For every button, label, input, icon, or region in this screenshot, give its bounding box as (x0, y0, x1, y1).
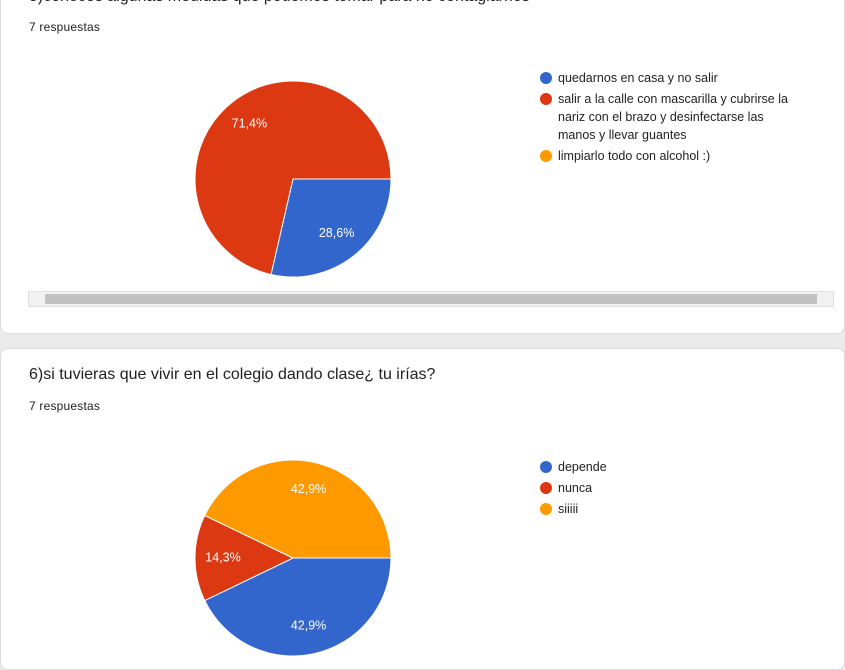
legend-swatch (540, 482, 552, 494)
legend: depende nunca siiiii (539, 458, 794, 521)
pie-slice (270, 178, 392, 278)
legend-label: nunca (558, 481, 593, 495)
slice-label: 71,4% (232, 117, 267, 131)
legend-label: limpiarlo todo con alcohol :) (558, 149, 711, 163)
question-title: 5)conoces algunas medidas que podemos to… (29, 0, 530, 6)
legend-swatch (540, 461, 552, 473)
legend-item: nunca (539, 479, 794, 497)
horizontal-scrollbar[interactable] (28, 291, 834, 307)
pie-slice (204, 459, 392, 559)
question-card: 6)si tuvieras que vivir en el colegio da… (0, 348, 845, 670)
legend-swatch (540, 150, 552, 162)
legend-swatch (540, 503, 552, 515)
legend-item: depende (539, 458, 794, 476)
response-count: 7 respuestas (29, 20, 101, 34)
slice-label: 28,6% (319, 226, 354, 240)
legend-item: siiiii (539, 500, 794, 518)
legend-item: quedarnos en casa y no salir (539, 69, 794, 87)
pie-chart: 42,9% 14,3% 42,9% (194, 459, 392, 657)
question-card: 5)conoces algunas medidas que podemos to… (0, 0, 845, 334)
legend-swatch (540, 72, 552, 84)
legend-label: depende (558, 460, 607, 474)
legend-label: quedarnos en casa y no salir (558, 71, 718, 85)
legend-item: salir a la calle con mascarilla y cubrir… (539, 90, 794, 144)
pie-chart: 28,6% 71,4% (194, 80, 392, 278)
legend: quedarnos en casa y no salir salir a la c… (539, 69, 794, 168)
question-title: 6)si tuvieras que vivir en el colegio da… (29, 366, 436, 383)
legend-label: salir a la calle con mascarilla y cubrir… (558, 92, 788, 142)
slice-label: 14,3% (205, 550, 240, 564)
scroll-thumb[interactable] (45, 294, 817, 304)
legend-label: siiiii (558, 502, 579, 516)
slice-label: 42,9% (291, 482, 326, 496)
response-count: 7 respuestas (29, 399, 101, 413)
legend-item: limpiarlo todo con alcohol :) (539, 147, 794, 165)
pie-slice (194, 80, 392, 276)
legend-swatch (540, 93, 552, 105)
slice-label: 42,9% (291, 619, 326, 633)
pie-slice (194, 514, 295, 602)
